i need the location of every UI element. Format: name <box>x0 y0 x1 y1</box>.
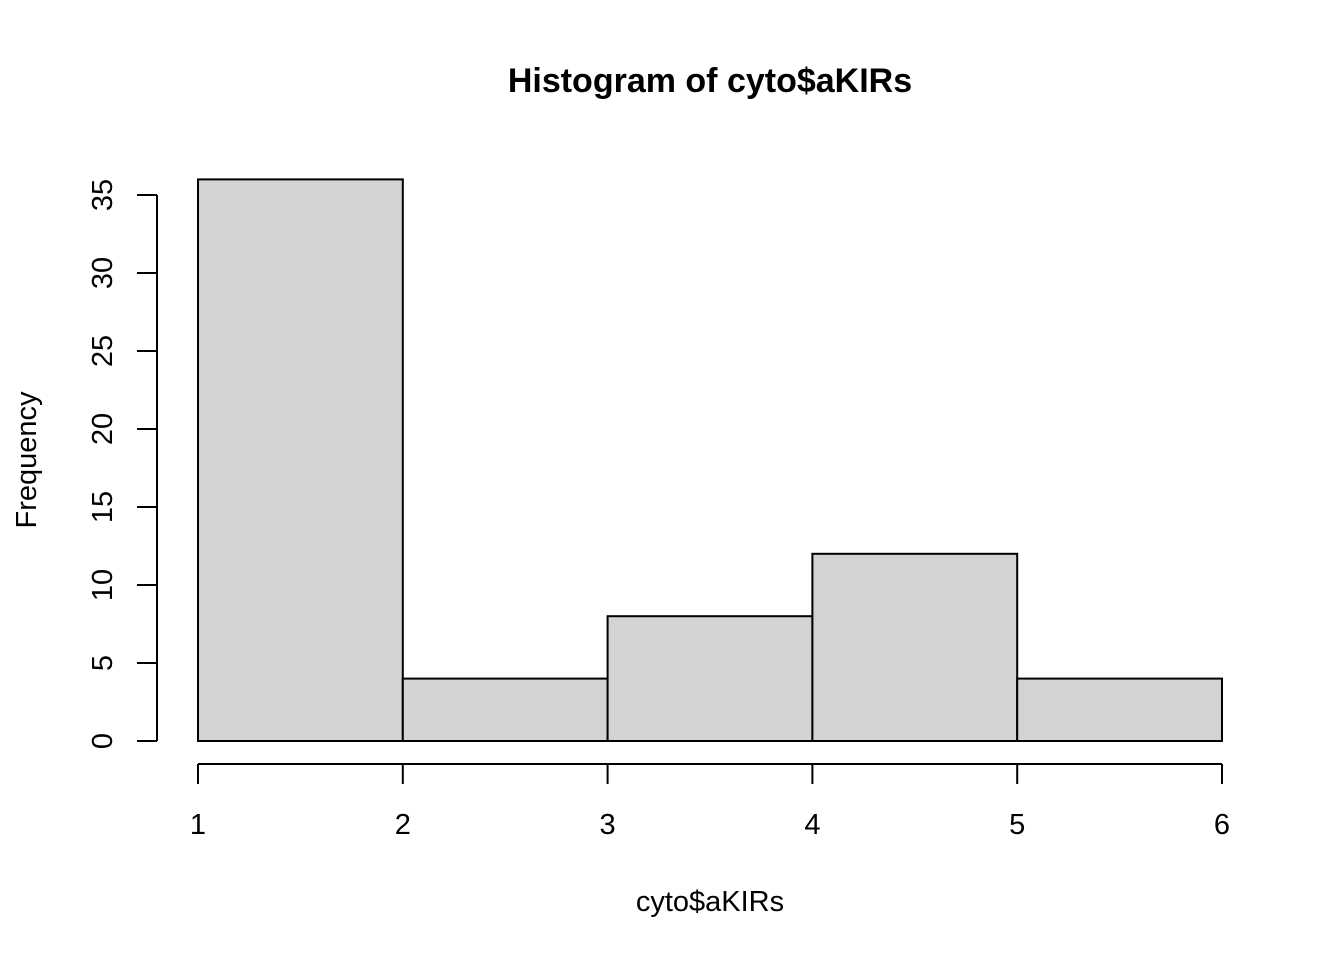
x-tick-label-6: 6 <box>1214 809 1230 841</box>
x-axis: 1 2 3 4 5 6 <box>190 763 1230 841</box>
x-axis-label: cyto$aKIRs <box>636 886 784 918</box>
y-tick-label-30: 30 <box>87 257 119 289</box>
y-axis-label: Frequency <box>11 391 43 529</box>
y-tick-label-10: 10 <box>87 569 119 601</box>
x-tick-label-1: 1 <box>190 809 206 841</box>
y-tick-label-5: 5 <box>87 655 119 671</box>
x-tick-label-4: 4 <box>804 809 820 841</box>
chart-title: Histogram of cyto$aKIRs <box>508 62 912 100</box>
x-tick-label-2: 2 <box>395 809 411 841</box>
bars-group <box>197 178 1224 743</box>
y-tick-label-0: 0 <box>87 733 119 749</box>
y-tick-label-15: 15 <box>87 491 119 523</box>
x-tick-label-3: 3 <box>600 809 616 841</box>
histogram-bar-3 <box>606 615 814 743</box>
histogram-bar-2 <box>401 677 609 742</box>
y-tick-label-20: 20 <box>87 413 119 445</box>
histogram-bar-5 <box>1016 677 1224 742</box>
histogram-bar-1 <box>197 178 404 742</box>
y-tick-label-35: 35 <box>87 179 119 211</box>
x-tick-label-5: 5 <box>1009 809 1025 841</box>
y-axis: 0 5 10 15 20 25 30 35 <box>87 179 158 749</box>
y-tick-label-25: 25 <box>87 335 119 367</box>
histogram-bar-4 <box>811 552 1019 742</box>
